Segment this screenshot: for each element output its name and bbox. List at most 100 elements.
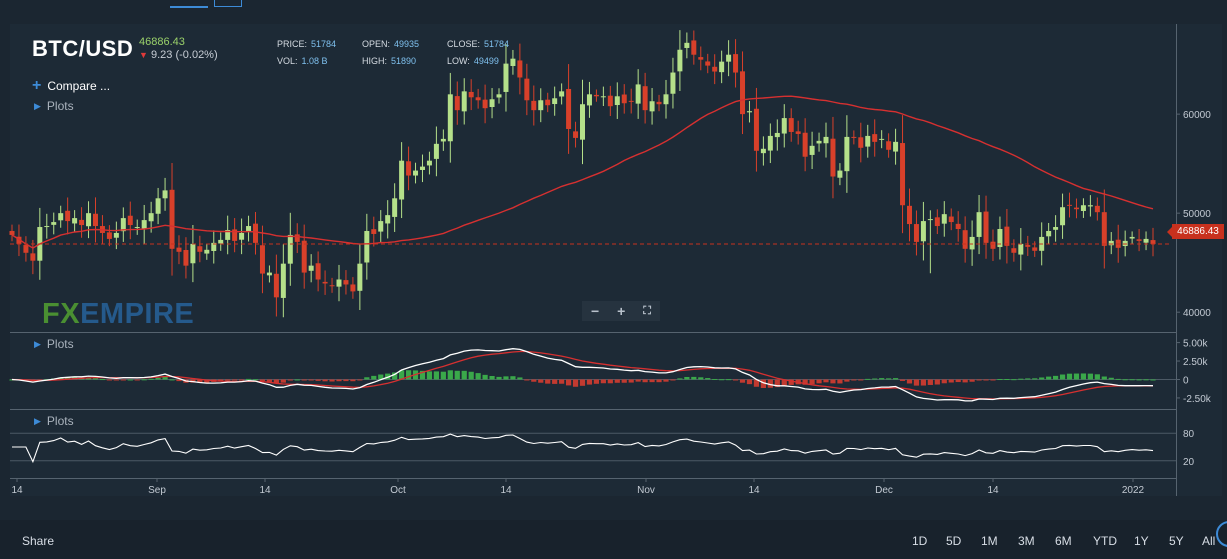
plots-toggle-main[interactable]: ▶ Plots: [34, 99, 74, 113]
macd-histogram-bar: [677, 378, 683, 380]
range-1y-button[interactable]: 1Y: [1134, 534, 1149, 548]
candle-body: [545, 99, 551, 106]
macd-histogram-bar: [976, 379, 982, 381]
top-bar: [0, 0, 1227, 10]
macd-histogram-bar: [489, 376, 495, 380]
candle-body: [364, 230, 370, 263]
ohlc-open: OPEN: 49935: [362, 39, 419, 49]
macd-histogram-bar: [517, 377, 523, 380]
macd-histogram-bar: [245, 378, 252, 380]
macd-histogram-bar: [990, 379, 996, 381]
top-tab-active[interactable]: [170, 0, 208, 8]
share-button[interactable]: Share: [22, 534, 55, 548]
candle-body: [106, 232, 112, 239]
candle-body: [489, 99, 495, 107]
zoom-out-icon[interactable]: −: [590, 303, 600, 319]
compare-button[interactable]: + Compare ...: [32, 78, 110, 94]
candle-body: [816, 140, 822, 144]
candle-body: [371, 229, 377, 234]
macd-histogram-bar: [440, 371, 446, 380]
macd-histogram-bar: [315, 379, 321, 381]
candle-body: [740, 71, 746, 115]
macd-histogram-bar: [732, 379, 739, 381]
range-all-button[interactable]: All: [1202, 534, 1216, 548]
range-1d-button[interactable]: 1D: [912, 534, 928, 548]
macd-histogram-bar: [865, 378, 871, 380]
top-tab[interactable]: [214, 0, 242, 7]
macd-histogram-bar: [92, 378, 99, 380]
range-1m-button[interactable]: 1M: [981, 534, 998, 548]
y-tick-label: 50000: [1183, 209, 1211, 220]
plots-toggle-rsi[interactable]: ▶ Plots: [34, 414, 74, 428]
macd-histogram-bar: [510, 376, 516, 380]
candle-body: [559, 91, 565, 97]
macd-histogram-bar: [371, 375, 377, 380]
macd-histogram-bar: [259, 379, 266, 381]
ohlc-close: CLOSE: 51784: [447, 39, 509, 49]
macd-histogram-bar: [162, 377, 168, 380]
play-icon: ▶: [34, 100, 41, 111]
plots-label: Plots: [46, 337, 74, 351]
range-6m-button[interactable]: 6M: [1055, 534, 1072, 548]
candle-body: [872, 134, 878, 142]
candle-body: [1018, 243, 1024, 255]
candle-body: [51, 222, 57, 225]
candle-body: [573, 131, 579, 138]
candle-body: [628, 100, 634, 102]
macd-histogram-bar: [204, 379, 210, 383]
macd-histogram-bar: [134, 379, 140, 381]
candle-body: [635, 84, 641, 104]
candle-body: [837, 170, 843, 178]
macd-histogram-bar: [816, 379, 822, 384]
macd-histogram-bar: [997, 379, 1003, 381]
fullscreen-icon[interactable]: ⛶: [643, 304, 651, 317]
candle-body: [865, 135, 871, 147]
macd-histogram-bar: [969, 379, 975, 382]
candle-body: [468, 91, 474, 98]
macd-histogram-bar: [364, 377, 370, 380]
macd-histogram-bar: [844, 379, 850, 382]
plots-toggle-macd[interactable]: ▶ Plots: [34, 337, 74, 351]
macd-histogram-bar: [767, 379, 773, 388]
macd-histogram-bar: [1011, 379, 1017, 381]
macd-histogram-bar: [1150, 379, 1156, 381]
candle-body: [23, 245, 29, 253]
candle-body: [1129, 236, 1135, 239]
candle-body: [1073, 207, 1079, 210]
range-5y-button[interactable]: 5Y: [1169, 534, 1184, 548]
x-tick-label: Sep: [148, 485, 166, 496]
candle-body: [482, 99, 488, 109]
candle-body: [211, 242, 217, 251]
ohlc-value: 1.08 B: [301, 56, 328, 66]
range-5d-button[interactable]: 5D: [946, 534, 962, 548]
rsi-tick-label: 20: [1183, 457, 1195, 468]
candle-body: [301, 240, 307, 273]
candle-body: [232, 229, 238, 241]
candle-body: [1011, 248, 1017, 253]
candle-body: [990, 241, 996, 249]
candle-body: [134, 227, 140, 229]
candle-body: [385, 215, 391, 224]
candle-body: [649, 101, 655, 112]
macd-histogram-bar: [781, 379, 787, 386]
macd-histogram-bar: [524, 379, 530, 381]
ohlc-price: PRICE: 51784: [277, 39, 336, 49]
candle-body: [767, 135, 773, 151]
macd-histogram-bar: [1143, 379, 1149, 381]
candle-body: [162, 190, 168, 199]
zoom-in-icon[interactable]: +: [617, 303, 626, 319]
range-ytd-button[interactable]: YTD: [1093, 534, 1117, 548]
x-tick-label: 2022: [1122, 485, 1145, 496]
macd-histogram-bar: [287, 379, 293, 381]
range-3m-button[interactable]: 3M: [1018, 534, 1035, 548]
macd-histogram-bar: [600, 379, 606, 384]
candle-body: [419, 166, 425, 170]
macd-histogram-bar: [1052, 375, 1059, 380]
ohlc-volume: VOL: 1.08 B: [277, 56, 328, 66]
macd-histogram-bar: [802, 379, 808, 385]
candle-body: [86, 213, 92, 227]
candle-body: [552, 98, 558, 105]
macd-histogram-bar: [280, 379, 286, 383]
macd-tick-label: -2.50k: [1183, 394, 1212, 405]
